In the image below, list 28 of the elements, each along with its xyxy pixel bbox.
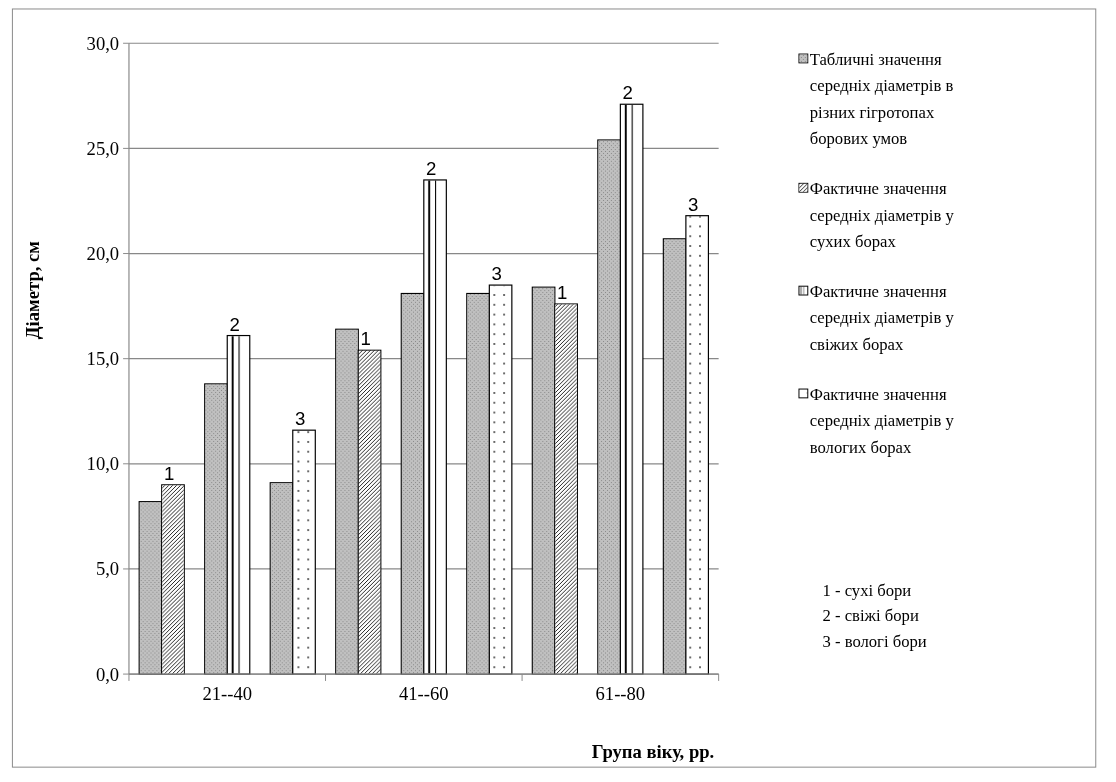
annotation: 1 <box>557 282 568 304</box>
x-tick-label: 41--60 <box>398 682 449 704</box>
legend-label: Фактичне значення середніх діаметрів у вологих борах <box>809 384 955 457</box>
y-tick-label: 0,0 <box>95 663 120 685</box>
annotation: 1 <box>163 462 175 484</box>
y-tick-label: 30,0 <box>86 32 120 54</box>
annotation: 2 <box>229 313 240 335</box>
text: 2 - свіжі бори <box>822 606 919 626</box>
y-tick-label: 20,0 <box>86 243 120 265</box>
x-axis-title: Група віку, рр. <box>591 741 715 763</box>
annotation: 3 <box>491 263 502 285</box>
x-tick-label: 21--40 <box>202 682 253 704</box>
legend-label: Фактичне значення середніх діаметрів у сухих борах <box>809 179 955 252</box>
y-tick-label: 5,0 <box>95 558 120 580</box>
annotation: 1 <box>360 328 371 350</box>
annotation: 2 <box>622 82 633 104</box>
annotation: 3 <box>688 193 699 215</box>
y-tick-label: 10,0 <box>86 453 120 475</box>
annotation: 3 <box>294 408 306 430</box>
y-tick-label: 15,0 <box>86 348 120 370</box>
text: 3 - вологі бори <box>822 631 927 651</box>
legend-label: Фактичне значення середніх діаметрів у свіжих борах <box>809 281 955 354</box>
annotation: 2 <box>425 158 437 180</box>
y-tick-label: 25,0 <box>86 137 120 159</box>
x-tick-label: 61--80 <box>595 682 646 704</box>
legend-label: Табличні значення середніх діаметрів в різних гігротопах борових умов <box>809 49 954 149</box>
y-axis-title: Діаметр, см <box>21 240 43 340</box>
text: 1 - сухі бори <box>822 580 912 600</box>
